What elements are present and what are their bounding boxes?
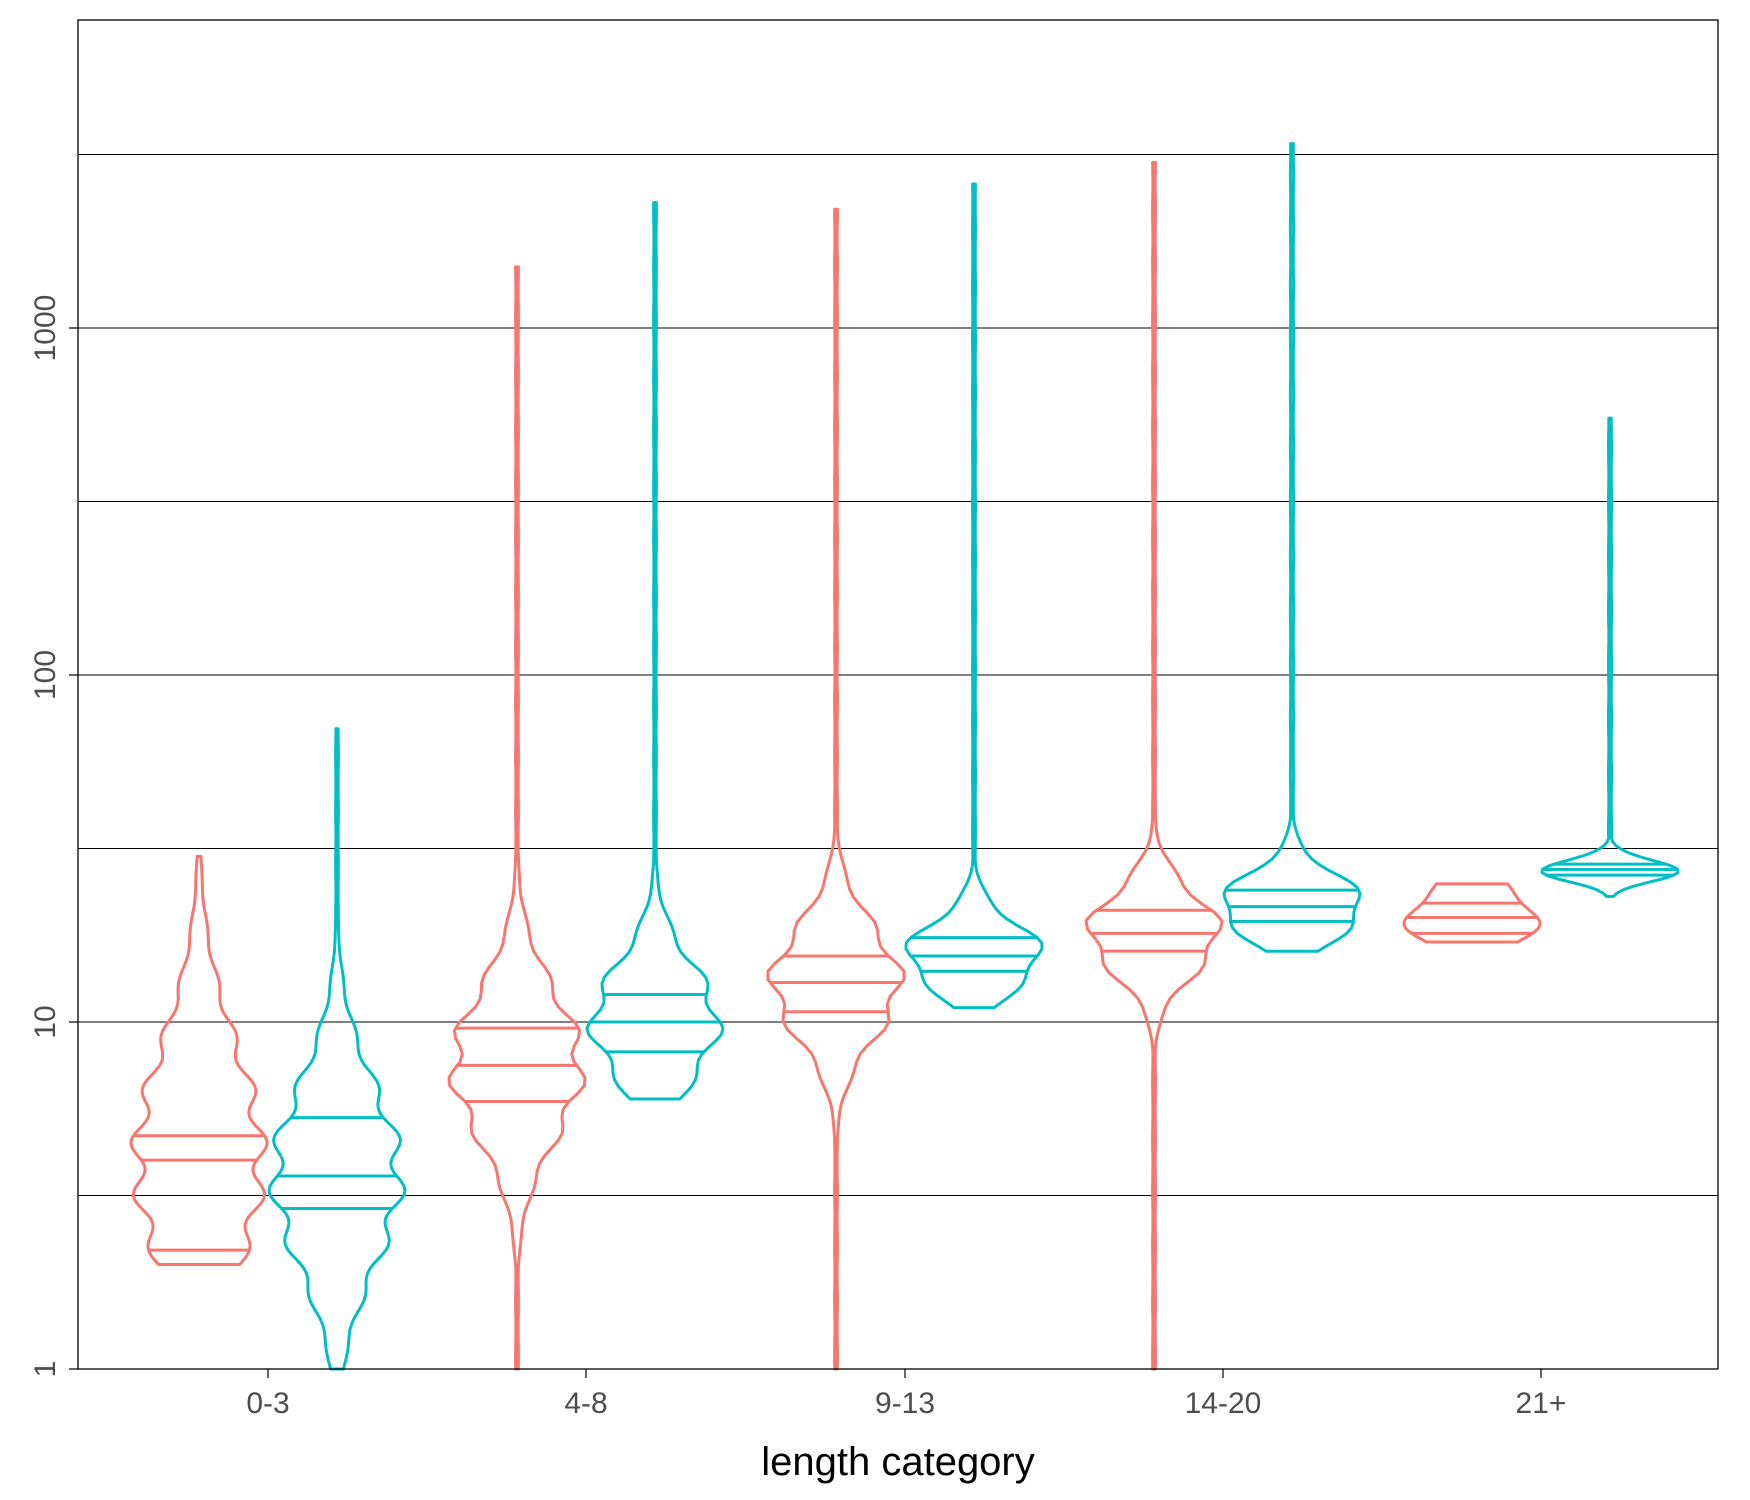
violin-0-3-a (129, 854, 269, 1266)
x-tick-label: 4-8 (564, 1387, 607, 1420)
violin-14-20-a (1084, 160, 1224, 1371)
x-tick-label: 21+ (1516, 1387, 1567, 1420)
violin-0-3-b (267, 727, 407, 1371)
violin-21+-a (1402, 882, 1542, 944)
violin-14-20-b (1222, 142, 1362, 953)
violin-9-13-b (904, 182, 1044, 1010)
x-axis-title: length category (761, 1440, 1035, 1484)
grid-layer (78, 154, 1718, 1196)
x-tick-label: 0-3 (246, 1387, 289, 1420)
panel-border (77, 19, 1719, 1370)
violin-21+-b (1540, 416, 1680, 898)
axis-layer: 1 10 100 1000 0-3 4-8 9-13 14-20 21+ (29, 295, 1566, 1420)
violin-layer (129, 142, 1680, 1371)
x-tick-label: 14-20 (1185, 1387, 1262, 1420)
y-tick-label: 10 (29, 1005, 62, 1038)
y-tick-label: 1000 (29, 295, 62, 362)
y-tick-label: 1 (29, 1361, 62, 1378)
y-tick-label: 100 (29, 650, 62, 700)
violin-4-8-b (585, 201, 725, 1101)
violin-4-8-a (447, 265, 587, 1371)
violin-9-13-a (766, 207, 906, 1371)
x-tick-label: 9-13 (875, 1387, 935, 1420)
